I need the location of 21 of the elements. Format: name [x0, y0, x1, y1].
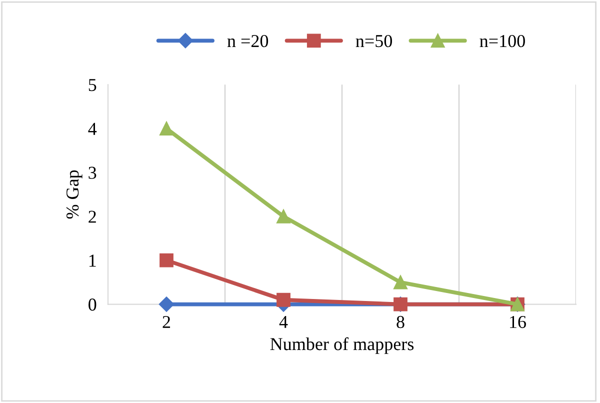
y-tick-label: 2	[88, 210, 96, 223]
legend-label: n =20	[227, 34, 268, 48]
y-tick-label: 5	[88, 79, 96, 92]
legend-label: n=50	[356, 34, 392, 48]
x-tick-label: 8	[396, 316, 404, 328]
x-tick-label: 2	[162, 316, 170, 328]
point	[160, 253, 174, 268]
x-tick-label: 16	[510, 316, 526, 328]
point	[160, 122, 174, 136]
point	[394, 275, 408, 290]
x-tick-label: 4	[279, 316, 288, 328]
legend-label: n=100	[480, 34, 525, 48]
y-tick-label: 3	[88, 166, 96, 179]
y-tick-label: 1	[89, 254, 96, 267]
point	[276, 209, 290, 224]
y-tick-label: 0	[88, 298, 96, 311]
point	[276, 292, 290, 307]
point	[158, 296, 174, 312]
y-tick-label: 4	[88, 122, 97, 135]
x-axis-title: Number of mappers	[270, 337, 414, 354]
y-axis-title: % Gap	[66, 170, 82, 219]
